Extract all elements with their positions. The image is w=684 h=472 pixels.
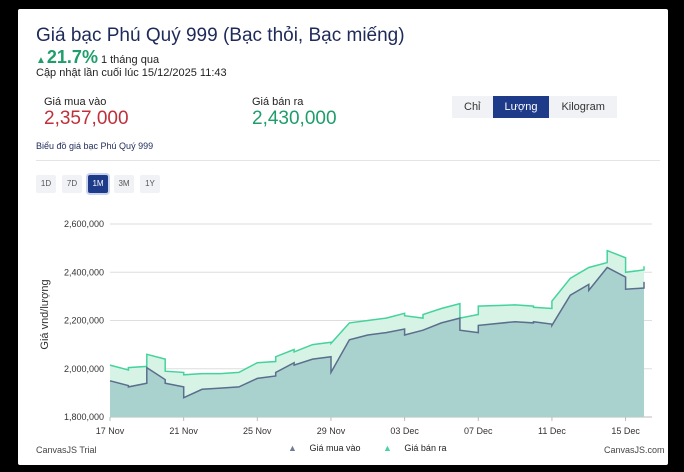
legend-item-sell[interactable]: ▲ Giá bán ra <box>383 443 456 453</box>
buy-price-line <box>109 266 645 399</box>
sell-price-line <box>109 249 645 376</box>
x-tick-label: 07 Dec <box>464 426 493 436</box>
sell-price-value: 2,430,000 <box>252 108 337 129</box>
y-tick-label: 1,800,000 <box>64 412 104 422</box>
sell-price-label: Giá bán ra <box>252 96 304 108</box>
canvasjs-link[interactable]: CanvasJS.com <box>604 445 665 455</box>
x-tick-label: 11 Dec <box>538 426 566 436</box>
y-tick-label: 2,000,000 <box>64 364 104 374</box>
price-change: ▲21.7% 1 tháng qua <box>36 47 159 68</box>
trend-up-icon: ▲ <box>36 55 46 66</box>
x-tick-label: 25 Nov <box>243 426 272 436</box>
unit-tab-chi[interactable]: Chỉ <box>452 96 493 118</box>
change-percent: 21.7% <box>46 47 98 67</box>
x-tick-label: 29 Nov <box>317 426 346 436</box>
buy-price-value: 2,357,000 <box>44 108 129 129</box>
unit-tab-kilogram[interactable]: Kilogram <box>549 96 617 118</box>
y-tick-label: 2,600,000 <box>64 219 104 229</box>
legend-sell-marker-icon: ▲ <box>382 443 392 453</box>
x-tick-label: 15 Dec <box>611 426 640 436</box>
y-tick-label: 2,200,000 <box>64 316 104 326</box>
range-7d-button[interactable]: 7D <box>62 175 82 193</box>
unit-selector: Chỉ Lượng Kilogram <box>452 96 617 118</box>
chart-legend: ▲ Giá mua vào ▲ Giá bán ra <box>288 443 466 453</box>
unit-tab-luong[interactable]: Lượng <box>492 96 550 118</box>
page-title: Giá bạc Phú Quý 999 (Bạc thỏi, Bạc miếng… <box>36 25 405 46</box>
x-tick-label: 03 Dec <box>390 426 419 436</box>
canvasjs-trial-label: CanvasJS Trial <box>36 445 97 455</box>
chart-caption: Biểu đồ giá bạc Phú Quý 999 <box>36 141 154 151</box>
range-1d-button[interactable]: 1D <box>36 175 56 193</box>
range-3m-button[interactable]: 3M <box>114 175 134 193</box>
range-1m-button[interactable]: 1M <box>88 175 108 193</box>
legend-item-buy[interactable]: ▲ Giá mua vào <box>288 443 370 453</box>
price-chart: 1,800,000 2,000,000 2,200,000 2,400,000 2,60… <box>39 219 652 436</box>
y-tick-label: 2,400,000 <box>64 267 104 277</box>
buy-price-area <box>110 267 644 417</box>
x-tick-label: 17 Nov <box>96 426 125 436</box>
legend-buy-marker-icon: ▲ <box>288 443 297 453</box>
price-card: Giá bạc Phú Quý 999 (Bạc thỏi, Bạc miếng… <box>18 9 668 465</box>
legend-sell-label: Giá bán ra <box>404 443 447 453</box>
buy-price-label: Giá mua vào <box>44 96 107 108</box>
divider <box>36 160 660 161</box>
last-updated: Cập nhật lần cuối lúc 15/12/2025 11:43 <box>36 67 227 79</box>
legend-buy-label: Giá mua vào <box>309 443 361 453</box>
x-tick-label: 21 Nov <box>169 426 198 436</box>
y-axis-title: Giá vnd/lượng <box>39 279 51 349</box>
change-period: 1 tháng qua <box>100 54 160 66</box>
range-1y-button[interactable]: 1Y <box>140 175 160 193</box>
